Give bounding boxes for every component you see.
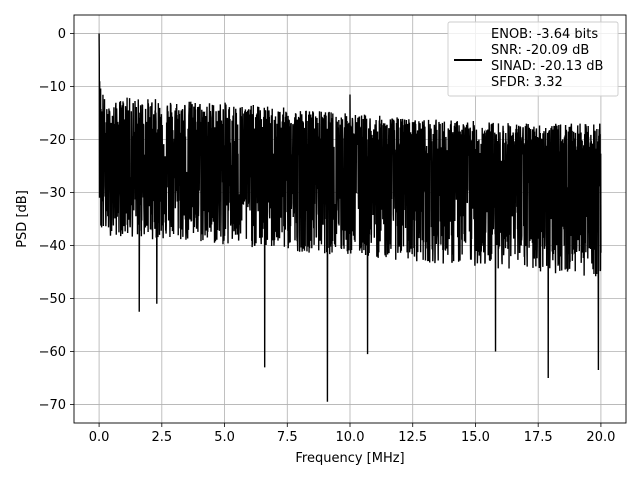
- x-tick-label: 20.0: [586, 430, 615, 445]
- y-tick-label: 0: [58, 27, 66, 42]
- y-tick-label: −30: [39, 186, 66, 201]
- y-axis: 0 −10 −20 −30 −40 −50 −60 −70: [39, 27, 74, 413]
- x-tick-label: 12.5: [398, 430, 427, 445]
- x-tick-label: 10.0: [336, 430, 365, 445]
- legend-entry-enob: ENOB: -3.64 bits: [491, 27, 598, 42]
- x-tick-label: 15.0: [461, 430, 490, 445]
- y-tick-label: −40: [39, 239, 66, 254]
- x-tick-label: 0.0: [89, 430, 110, 445]
- data-series: [98, 33, 602, 402]
- legend: ENOB: -3.64 bits SNR: -20.09 dB SINAD: -…: [447, 21, 619, 97]
- x-tick-label: 5.0: [214, 430, 235, 445]
- x-axis: 0.0 2.5 5.0 7.5 10.0 12.5 15.0 17.5 20.0: [89, 423, 615, 445]
- x-tick-label: 2.5: [151, 430, 172, 445]
- legend-entry-sfdr: SFDR: 3.32: [491, 75, 563, 90]
- legend-box: [447, 21, 619, 97]
- y-tick-label: −70: [39, 398, 66, 413]
- psd-series-line: [98, 33, 602, 402]
- y-axis-title: PSD [dB]: [15, 190, 30, 248]
- x-tick-label: 7.5: [277, 430, 298, 445]
- x-tick-label: 17.5: [524, 430, 553, 445]
- x-axis-title: Frequency [MHz]: [295, 451, 404, 466]
- legend-entry-sinad: SINAD: -20.13 dB: [491, 59, 603, 74]
- y-tick-label: −10: [39, 80, 66, 95]
- y-tick-label: −20: [39, 133, 66, 148]
- legend-entry-snr: SNR: -20.09 dB: [491, 43, 589, 58]
- y-tick-label: −50: [39, 292, 66, 307]
- y-tick-label: −60: [39, 345, 66, 360]
